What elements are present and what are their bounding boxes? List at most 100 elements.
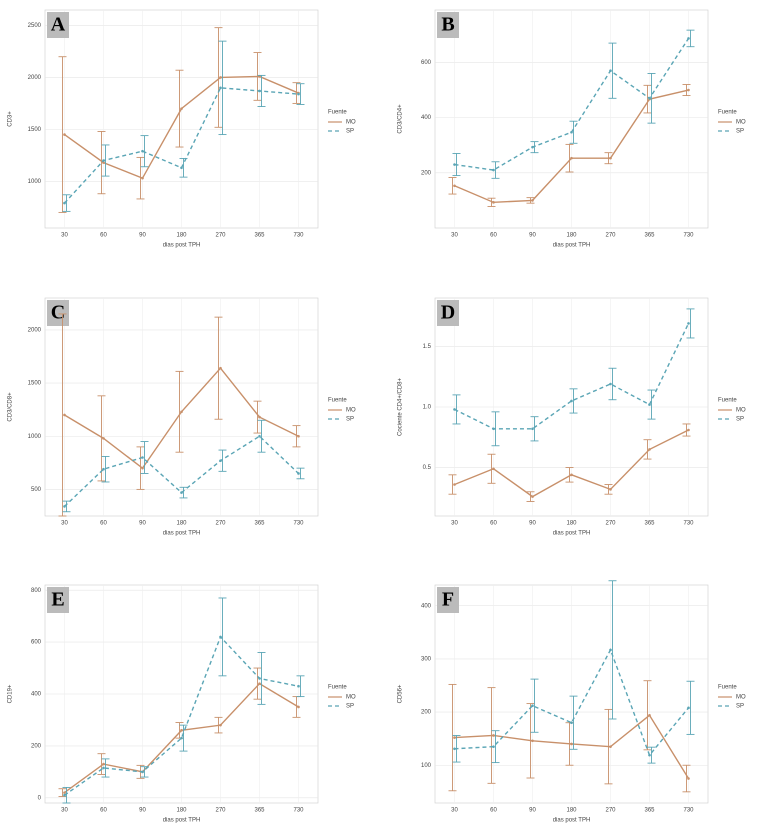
legend-label: SP — [736, 704, 744, 710]
point — [141, 456, 144, 459]
point — [687, 322, 690, 325]
x-tick-label: 90 — [139, 521, 146, 527]
panel-letter-box — [47, 587, 69, 613]
point — [609, 382, 612, 386]
point — [219, 86, 222, 90]
y-tick-label: 1.0 — [423, 405, 432, 411]
x-tick-label: 180 — [566, 233, 577, 239]
point — [531, 495, 534, 498]
y-axis-label: CD56+ — [398, 684, 404, 703]
panel-letter-box — [437, 300, 459, 326]
point — [687, 88, 690, 92]
legend-label: SP — [346, 704, 354, 710]
point — [648, 448, 651, 451]
x-tick-label: 30 — [451, 808, 458, 814]
point — [63, 505, 66, 508]
legend-label: MO — [736, 120, 746, 126]
legend-title: Fuente — [718, 110, 737, 116]
x-tick-label: 365 — [644, 521, 655, 527]
point — [180, 491, 183, 494]
y-axis-label: CD3/CD8+ — [8, 392, 14, 422]
point — [648, 97, 651, 100]
panel: 1000 1500 2000 2500 30 60 90 180 270 365 730 dias p… — [8, 9, 356, 249]
point — [297, 92, 300, 96]
point — [141, 770, 144, 774]
panel: 100 200 300 400 30 60 90 180 270 365 730 dias post … — [398, 580, 746, 824]
point — [609, 488, 612, 491]
point — [609, 745, 612, 748]
point — [492, 427, 495, 431]
legend-title: Fuente — [328, 110, 347, 116]
x-tick-label: 90 — [139, 808, 146, 814]
legend-title: Fuente — [718, 398, 737, 404]
legend-label: SP — [346, 129, 354, 135]
x-tick-label: 730 — [293, 233, 304, 239]
point — [141, 176, 144, 180]
legend-label: MO — [346, 408, 356, 414]
x-axis-label: dias post TPH — [163, 243, 201, 249]
point — [531, 704, 534, 707]
point — [453, 184, 456, 188]
point — [570, 721, 573, 725]
panel-letter: C — [51, 302, 65, 324]
point — [297, 472, 300, 475]
x-tick-label: 180 — [176, 808, 187, 814]
point — [492, 745, 495, 748]
panel-letter: E — [51, 589, 64, 611]
point — [609, 69, 612, 73]
point — [180, 736, 183, 740]
point — [297, 684, 300, 688]
point — [648, 713, 651, 717]
x-tick-label: 270 — [605, 233, 616, 239]
x-tick-label: 60 — [490, 521, 497, 527]
x-tick-label: 365 — [254, 233, 265, 239]
legend-label: MO — [736, 408, 746, 414]
y-tick-label: 300 — [421, 656, 432, 662]
point — [648, 403, 651, 406]
x-tick-label: 270 — [215, 808, 226, 814]
x-tick-label: 365 — [254, 808, 265, 814]
legend-label: SP — [736, 129, 744, 135]
x-tick-label: 180 — [176, 521, 187, 527]
point — [102, 762, 105, 766]
y-tick-label: 600 — [31, 640, 42, 646]
y-tick-label: 0 — [38, 795, 42, 801]
y-tick-label: 1000 — [28, 179, 42, 185]
panel-letter-box — [437, 12, 459, 38]
x-tick-label: 365 — [644, 233, 655, 239]
point — [297, 434, 300, 438]
point — [570, 399, 573, 403]
x-tick-label: 270 — [605, 808, 616, 814]
point — [219, 723, 222, 727]
point — [63, 791, 66, 794]
point — [102, 766, 105, 770]
point — [258, 89, 261, 93]
point — [219, 459, 222, 463]
y-tick-label: 400 — [421, 603, 432, 609]
legend-title: Fuente — [718, 685, 737, 691]
y-tick-label: 0.5 — [423, 465, 432, 471]
y-tick-label: 2000 — [28, 75, 42, 81]
point — [219, 366, 222, 370]
point — [180, 107, 183, 110]
point — [63, 201, 66, 205]
point — [141, 149, 144, 153]
point — [531, 199, 534, 202]
legend-label: MO — [346, 120, 356, 126]
point — [570, 156, 573, 160]
x-tick-label: 60 — [100, 808, 107, 814]
y-tick-label: 600 — [421, 60, 432, 66]
point — [453, 163, 456, 166]
point — [648, 753, 651, 757]
legend-label: SP — [346, 417, 354, 423]
x-tick-label: 60 — [490, 233, 497, 239]
y-tick-label: 400 — [421, 115, 432, 121]
panel: 0 200 400 600 800 30 60 90 180 270 365 730 dias post… — [8, 584, 356, 824]
panel-letter: A — [51, 14, 66, 36]
point — [180, 410, 183, 414]
x-tick-label: 180 — [566, 808, 577, 814]
x-tick-label: 730 — [683, 808, 694, 814]
x-tick-label: 60 — [490, 808, 497, 814]
x-tick-label: 90 — [529, 521, 536, 527]
